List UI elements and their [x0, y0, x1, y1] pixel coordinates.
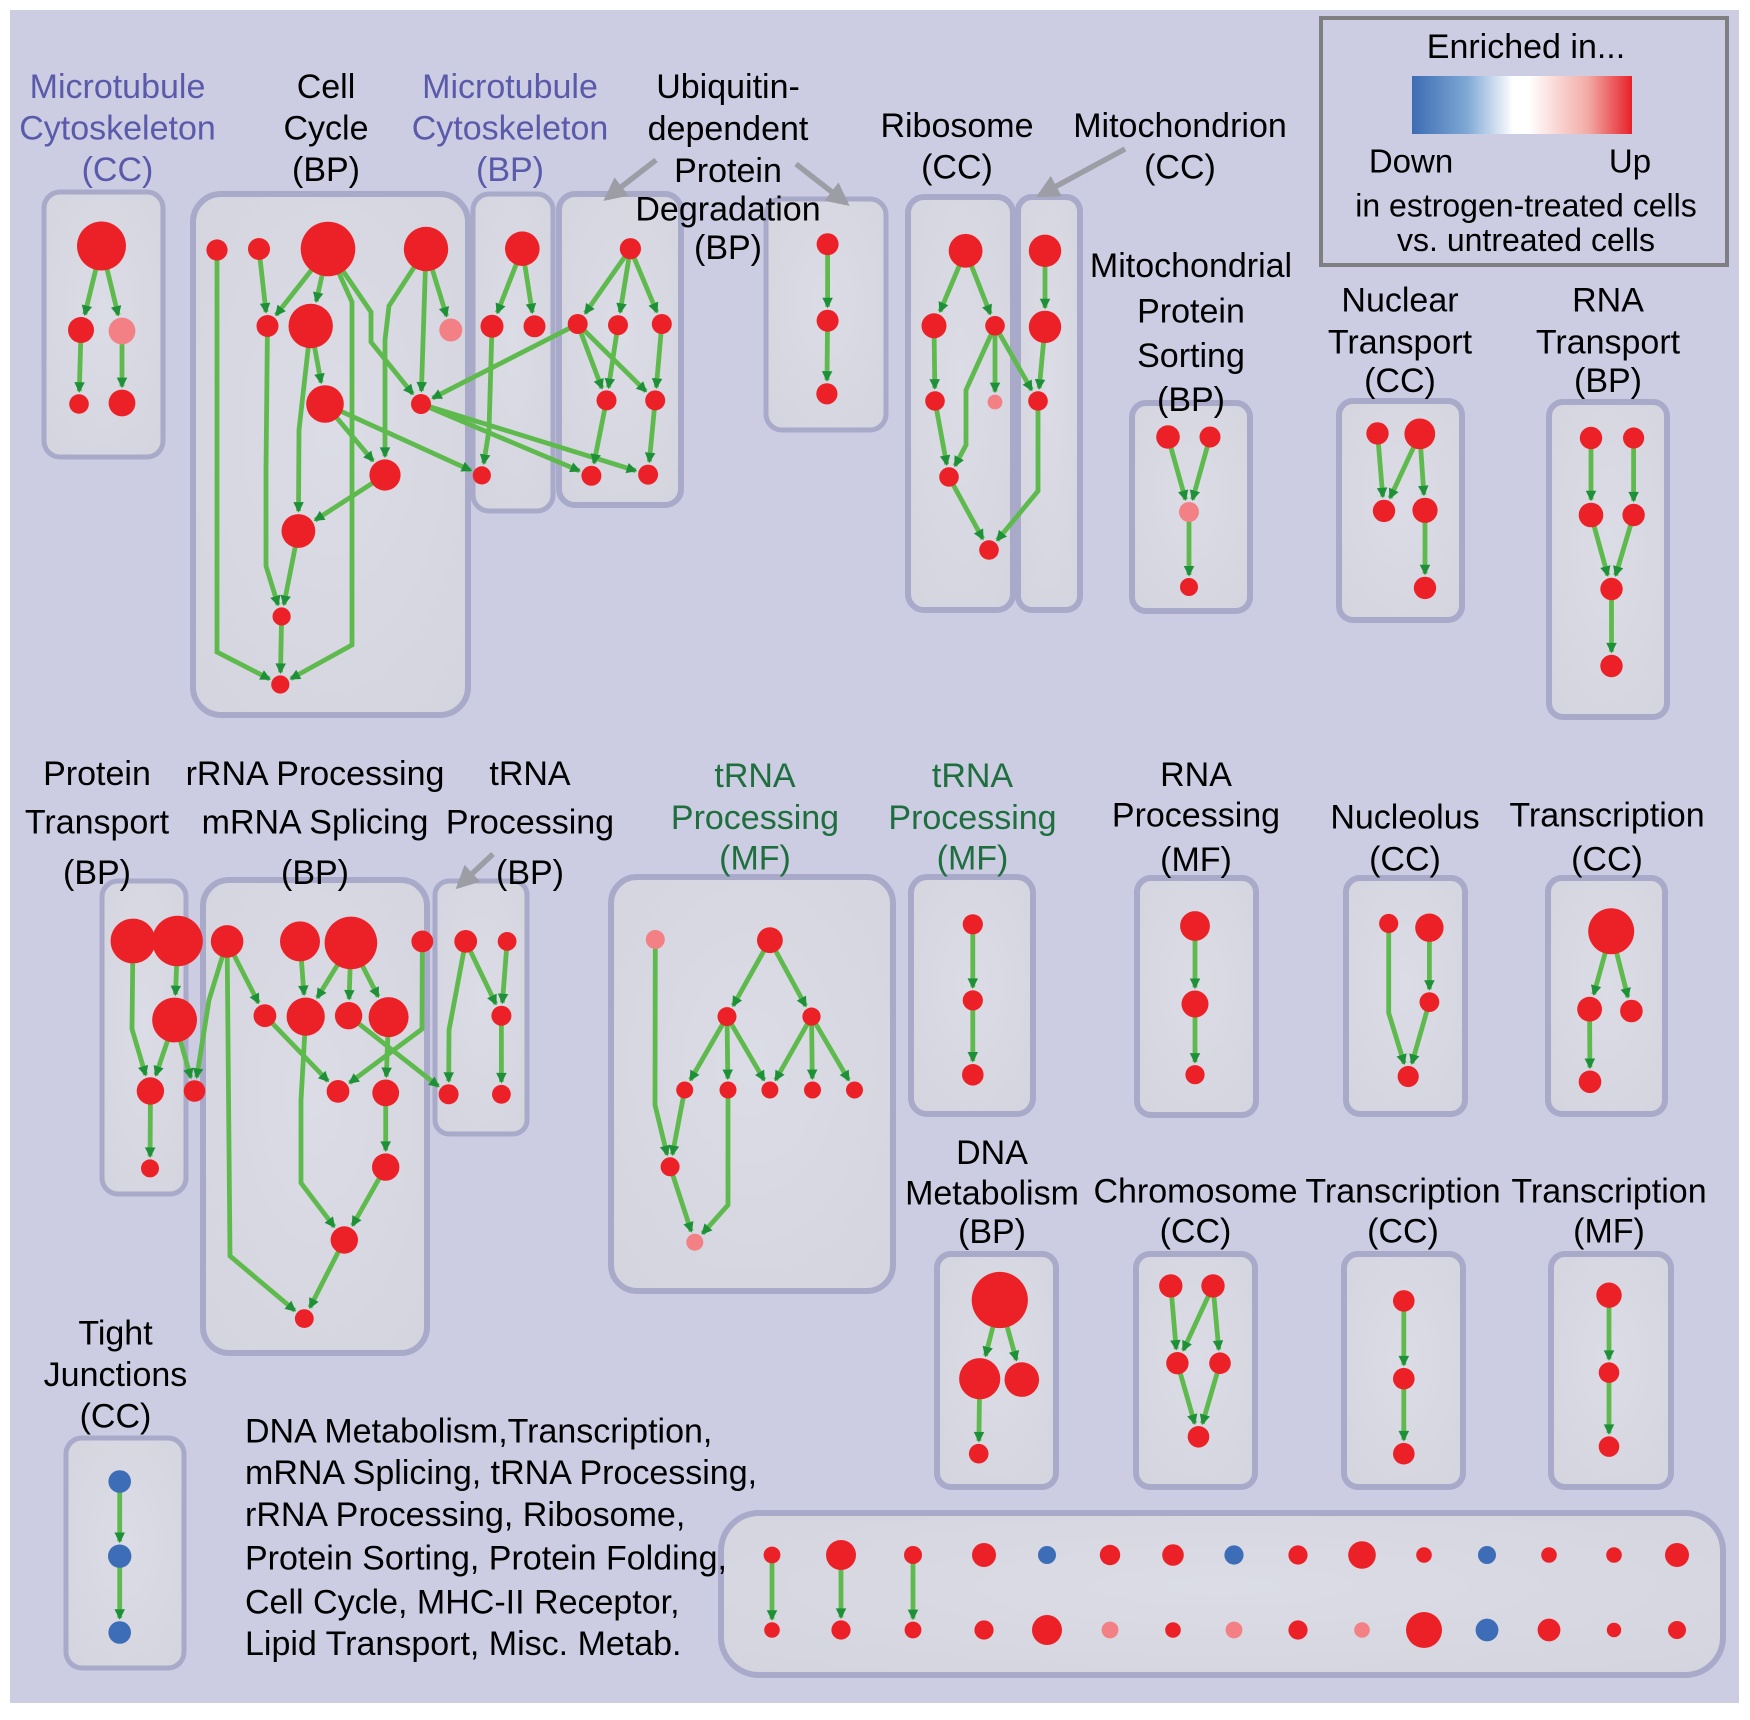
svg-text:DNA Metabolism,Transcription,m: DNA Metabolism,Transcription, mRNA Splici… — [245, 1413, 757, 1664]
svg-text:Transcription(CC): Transcription (CC) — [1509, 797, 1704, 879]
svg-text:in estrogen-treated cells: in estrogen-treated cells — [1355, 187, 1697, 223]
svg-text:vs. untreated cells: vs. untreated cells — [1397, 222, 1655, 258]
svg-text:Mitochondrion(CC): Mitochondrion (CC) — [1073, 107, 1287, 187]
svg-text:Ribosome(CC): Ribosome (CC) — [880, 107, 1033, 187]
svg-text:Chromosome(CC): Chromosome (CC) — [1093, 1173, 1297, 1251]
svg-text:Up: Up — [1609, 143, 1651, 180]
svg-text:Transcription(MF): Transcription (MF) — [1511, 1173, 1706, 1251]
svg-text:Transcription(CC): Transcription (CC) — [1305, 1173, 1500, 1251]
svg-text:Down: Down — [1369, 143, 1453, 180]
svg-text:Enriched in...: Enriched in... — [1427, 28, 1625, 66]
svg-text:Nucleolus(CC): Nucleolus (CC) — [1330, 799, 1479, 879]
